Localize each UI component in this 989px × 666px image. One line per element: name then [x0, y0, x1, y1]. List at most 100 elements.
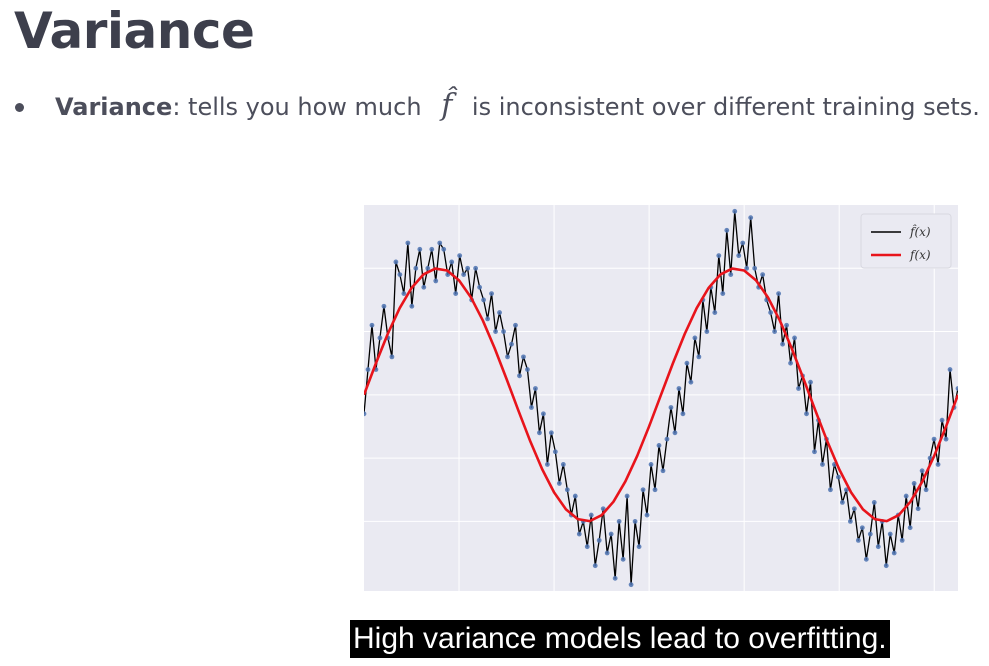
data-point	[537, 430, 542, 436]
data-point	[720, 291, 726, 296]
data-point	[588, 512, 594, 518]
data-point	[409, 303, 415, 309]
data-point	[624, 493, 630, 499]
bullet-dot-icon	[15, 102, 24, 112]
data-point	[875, 544, 881, 550]
data-point	[425, 265, 431, 271]
data-point	[648, 462, 654, 467]
data-point	[863, 556, 869, 562]
data-point	[899, 537, 905, 543]
bullet-text-before: : tells you how much	[172, 93, 430, 121]
data-point	[740, 240, 746, 246]
data-point	[628, 582, 634, 588]
legend-box	[860, 213, 952, 269]
variance-chart: f̂(x) f(x)	[364, 205, 958, 591]
data-point	[943, 436, 949, 442]
data-point	[732, 208, 738, 214]
data-point	[736, 253, 742, 259]
data-point	[405, 240, 411, 246]
data-point	[716, 253, 722, 259]
data-point	[887, 531, 893, 537]
data-point	[728, 272, 734, 278]
data-point	[688, 379, 694, 385]
data-point	[780, 341, 785, 347]
data-point	[489, 291, 494, 296]
data-point	[851, 506, 857, 512]
data-point	[576, 531, 582, 537]
data-point	[632, 518, 638, 524]
data-point	[911, 481, 917, 486]
data-point	[931, 436, 937, 442]
data-point	[855, 537, 861, 543]
data-point	[836, 474, 841, 480]
data-point	[640, 487, 646, 493]
data-point	[540, 411, 546, 417]
data-point	[636, 544, 642, 550]
data-point	[843, 487, 849, 493]
data-point	[752, 265, 758, 271]
data-point	[804, 411, 809, 417]
data-point	[847, 518, 853, 524]
data-point	[592, 563, 598, 569]
data-point	[453, 291, 459, 296]
data-point	[525, 367, 530, 372]
data-point	[433, 278, 439, 284]
data-point	[883, 563, 889, 569]
data-point	[608, 531, 614, 537]
data-point	[441, 246, 447, 252]
data-point	[544, 462, 550, 467]
data-point	[513, 322, 518, 328]
data-point	[907, 525, 913, 531]
data-point	[684, 360, 690, 366]
data-point	[724, 227, 730, 233]
data-point	[656, 443, 662, 448]
data-point	[437, 240, 443, 246]
data-point	[664, 436, 670, 442]
data-point	[529, 405, 534, 410]
data-point	[497, 310, 502, 315]
data-point	[644, 512, 650, 518]
data-point	[915, 506, 921, 512]
data-point	[820, 462, 825, 467]
data-point	[796, 386, 801, 391]
data-point	[560, 462, 566, 467]
data-point	[457, 253, 463, 259]
data-point	[812, 449, 817, 455]
data-point	[867, 531, 873, 537]
data-point	[564, 487, 570, 493]
series-f-line	[364, 267, 958, 523]
data-point	[776, 291, 782, 296]
data-point	[509, 341, 514, 347]
data-point	[620, 556, 626, 562]
data-point	[923, 487, 929, 493]
data-point	[465, 265, 471, 271]
data-point	[364, 411, 367, 417]
slide-title: Variance	[14, 2, 255, 60]
data-point	[704, 329, 710, 334]
data-point	[784, 322, 789, 328]
data-point	[748, 215, 754, 221]
data-point	[859, 525, 865, 531]
data-point	[808, 379, 813, 385]
legend-fhat-label: f̂(x)	[909, 223, 931, 239]
data-point	[903, 493, 909, 499]
data-point	[788, 360, 793, 366]
data-point	[393, 259, 399, 265]
data-point	[493, 329, 498, 334]
data-point	[612, 575, 618, 581]
data-point	[839, 500, 845, 505]
data-point	[485, 316, 490, 322]
data-point	[552, 449, 558, 455]
data-point	[792, 335, 797, 341]
data-point	[389, 354, 395, 360]
data-point	[501, 329, 506, 334]
data-point	[584, 544, 590, 550]
data-point	[616, 518, 622, 524]
data-point	[768, 310, 774, 315]
data-point	[604, 550, 610, 556]
data-point	[421, 284, 427, 290]
data-point	[533, 386, 538, 391]
data-point	[672, 430, 678, 436]
data-point	[744, 265, 750, 271]
data-point	[712, 310, 718, 315]
